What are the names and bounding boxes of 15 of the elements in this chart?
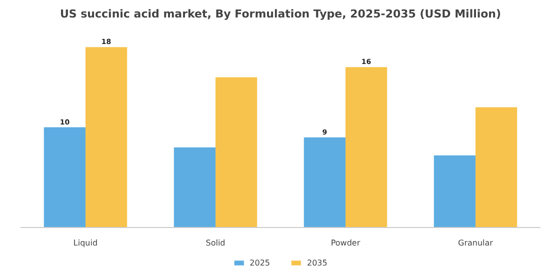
x-tick-label: Granular — [458, 238, 494, 248]
bar — [434, 155, 476, 228]
bar — [304, 137, 346, 228]
bar — [174, 147, 216, 228]
bar — [86, 47, 128, 228]
bar — [476, 107, 518, 228]
bar — [44, 127, 86, 228]
bar — [346, 67, 388, 228]
x-tick-label: Liquid — [73, 238, 98, 248]
bar — [216, 77, 258, 228]
legend-label: 2035 — [307, 258, 328, 267]
chart-title: US succinic acid market, By Formulation Type, 2025-2035 (USD Million) — [60, 8, 502, 20]
legend-label: 2025 — [250, 258, 270, 267]
x-tick-label: Solid — [206, 238, 226, 248]
x-tick-label: Powder — [330, 238, 361, 248]
